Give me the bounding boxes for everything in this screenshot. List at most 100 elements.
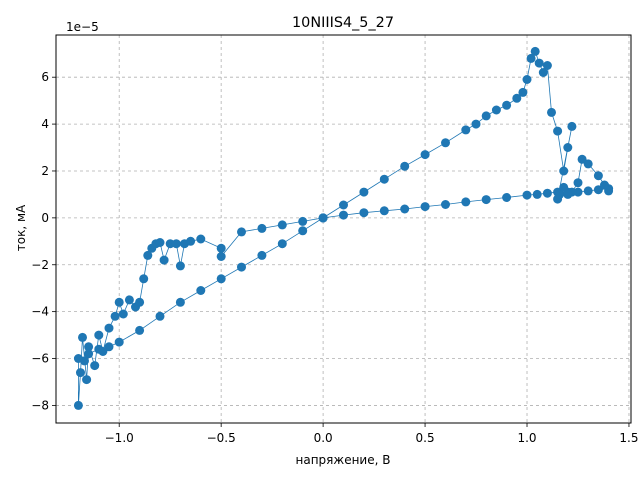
data-point: [542, 188, 552, 198]
data-point: [559, 182, 569, 192]
data-point: [104, 342, 114, 352]
data-point: [441, 138, 450, 148]
y-tick-label: −2: [31, 258, 49, 272]
data-point: [379, 206, 389, 216]
data-point: [155, 238, 165, 247]
data-point: [73, 354, 83, 363]
x-tick-label: 1.5: [619, 431, 638, 445]
data-point: [78, 332, 87, 342]
y-axis-label: ток, мА: [14, 204, 28, 251]
data-point: [526, 53, 536, 63]
data-point: [124, 295, 134, 305]
data-point: [512, 93, 522, 103]
data-point: [186, 236, 196, 246]
data-point: [563, 189, 573, 199]
data-point: [559, 166, 569, 176]
chart-title: 10NIIIS4_5_27: [292, 15, 394, 31]
grid: [56, 35, 631, 423]
data-point: [522, 190, 532, 200]
data-point: [318, 213, 328, 223]
data-point: [159, 255, 169, 265]
y-axis-offset-text: 1e−5: [66, 20, 99, 34]
data-point: [298, 226, 308, 236]
data-point: [553, 194, 563, 204]
data-point: [534, 58, 544, 68]
data-point: [143, 250, 153, 260]
data-point: [114, 337, 124, 347]
data-point: [538, 68, 548, 77]
data-point: [237, 262, 246, 272]
data-point: [547, 107, 556, 117]
data-point: [502, 193, 512, 202]
data-point: [175, 261, 185, 271]
data-point: [118, 309, 128, 319]
data-point: [563, 143, 573, 152]
data-point: [583, 186, 593, 196]
data-point: [277, 220, 287, 230]
data-point: [359, 187, 369, 197]
data-point: [530, 46, 540, 56]
x-tick-label: 1.0: [517, 431, 536, 445]
y-tick-label: −4: [31, 305, 49, 319]
y-tick-label: 2: [41, 164, 49, 178]
data-point: [237, 227, 246, 237]
data-point: [196, 234, 206, 244]
data-point: [104, 323, 114, 333]
y-tick-label: 4: [41, 117, 49, 131]
data-point: [257, 250, 267, 260]
data-point: [573, 178, 583, 188]
data-point: [94, 330, 104, 340]
data-point: [76, 368, 85, 378]
data-point: [98, 347, 108, 356]
data-point: [461, 125, 471, 135]
data-point: [110, 311, 120, 321]
y-tick-label: 0: [41, 211, 49, 225]
data-point: [553, 126, 563, 136]
data-point: [502, 100, 512, 110]
y-tick-label: −8: [31, 398, 49, 412]
y-tick-label: −6: [31, 352, 49, 366]
data-point: [90, 361, 100, 371]
data-point: [583, 159, 593, 169]
data-point: [532, 189, 542, 199]
data-point: [481, 195, 491, 205]
data-point: [593, 185, 603, 195]
data-point: [257, 223, 267, 233]
data-point: [481, 111, 491, 121]
data-point: [600, 180, 609, 190]
data-point: [522, 75, 532, 84]
data-point: [171, 239, 181, 249]
data-point: [82, 375, 92, 385]
data-point: [379, 174, 389, 184]
x-tick-label: 0.0: [314, 431, 333, 445]
y-tick-label: 6: [41, 70, 49, 84]
data-point: [577, 154, 587, 164]
data-point: [518, 87, 528, 97]
data-point: [420, 202, 430, 212]
data-point: [359, 208, 369, 218]
data-point: [277, 239, 287, 249]
y-axis-ticks: −8 −6 −4 −2 0 2 4 6: [31, 70, 56, 412]
data-point: [216, 274, 226, 284]
x-tick-label: −0.5: [207, 431, 236, 445]
data-point: [339, 200, 348, 210]
data-point: [593, 171, 603, 181]
data-point: [441, 200, 450, 209]
data-point: [491, 105, 501, 115]
data-point: [114, 297, 124, 307]
data-point: [339, 210, 348, 220]
data-point: [139, 274, 149, 284]
data-point: [420, 150, 430, 160]
x-tick-label: −1.0: [105, 431, 134, 445]
data-point: [298, 216, 308, 226]
data-point: [73, 400, 83, 410]
data-point: [216, 243, 226, 253]
data-point: [542, 61, 552, 70]
data-point: [135, 325, 145, 335]
x-axis-label: напряжение, В: [296, 453, 391, 467]
data-point: [135, 297, 145, 307]
data-series: [73, 46, 614, 410]
data-point: [400, 204, 410, 214]
